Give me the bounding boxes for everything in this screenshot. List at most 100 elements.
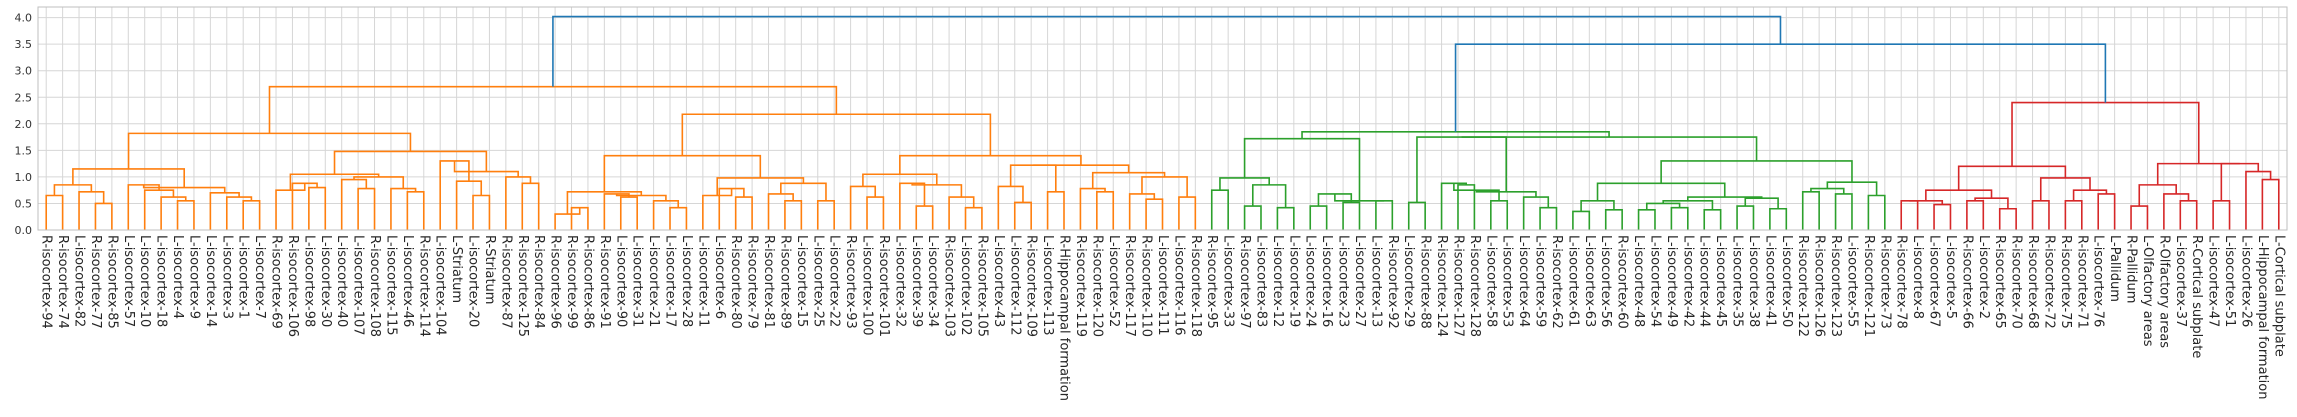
leaf-label: L-Hippocampal formation [2255,235,2270,399]
dendrogram-link [734,196,753,230]
leaf-label: R-isocortex-122 [1795,235,1810,337]
dendrogram-link [2039,177,2091,201]
dendrogram-link [2212,199,2231,230]
dendrogram-link [143,189,175,230]
dendrogram-link [2064,199,2083,230]
leaf-label: L-isocortex-11 [695,235,710,327]
dendrogram-link [2179,199,2198,230]
y-tick-label: 2.0 [15,118,33,131]
leaf-label: R-Olfactory areas [2156,235,2171,348]
leaf-label: R-isocortex-119 [1073,235,1088,337]
leaf-label: R-isocortex-110 [1139,235,1154,337]
leaf-label: L-Striatum [449,235,464,303]
leaf-label: L-isocortex-113 [1040,235,1055,336]
dendrogram-link [1079,187,1106,230]
dendrogram-link [816,199,835,230]
leaf-label: L-Olfactory areas [2140,235,2155,347]
dendrogram-link [353,176,405,189]
leaf-label: L-isocortex-46 [400,235,415,327]
dendrogram-link [1416,136,1508,203]
leaf-label: L-Pallidum [2107,235,2122,302]
y-tick-label: 0.5 [15,197,33,210]
y-tick-label: 1.5 [15,144,33,157]
leaf-label: L-isocortex-104 [433,235,448,336]
leaf-label: L-isocortex-2 [1976,235,1991,319]
leaf-label: R-isocortex-108 [367,235,382,337]
leaf-label: R-isocortex-124 [1434,235,1449,337]
leaf-label: L-isocortex-32 [892,235,907,327]
leaf-label: L-isocortex-7 [252,235,267,319]
leaf-label: L-isocortex-49 [1664,235,1679,327]
dendrogram-link [176,199,195,230]
leaf-label: L-isocortex-47 [2206,235,2221,327]
leaf-label: R-isocortex-84 [531,235,546,329]
dendrogram-link [1454,43,2107,132]
dendrogram-link [899,182,926,230]
dendrogram-link [505,176,532,230]
leaf-label: L-isocortex-98 [301,235,316,327]
dendrogram-link [552,15,1782,87]
dendrogram-link [1141,176,1188,198]
x-axis-leaf-labels: R-isocortex-94 R-isocortex-74 L-isocortex-… [39,235,2287,401]
leaf-label: R-isocortex-114 [416,235,431,337]
y-tick-label: 3.5 [15,38,33,51]
leaf-label: L-isocortex-24 [1303,235,1318,327]
dendrogram-link [1810,187,1845,194]
y-tick-label: 4.0 [15,12,33,25]
leaf-label: L-isocortex-76 [2091,235,2106,327]
leaf-label: L-isocortex-64 [1516,235,1531,327]
dendrogram-link [268,85,838,134]
dendrogram-link [142,184,226,193]
leaf-label: L-isocortex-82 [72,235,87,327]
leaf-label: L-isocortex-22 [827,235,842,327]
leaf-label: L-isocortex-83 [1253,235,1268,327]
leaf-label: L-isocortex-14 [203,235,218,327]
leaf-label: L-isocortex-67 [1927,235,1942,327]
leaf-label: R-isocortex-125 [515,235,530,337]
dendrogram-link [1687,196,1763,201]
leaf-label: R-isocortex-123 [1828,235,1843,337]
leaf-label: R-isocortex-89 [777,235,792,329]
leaf-label: R-isocortex-106 [285,235,300,337]
y-tick-label: 0.0 [15,224,33,237]
leaf-label: R-isocortex-101 [876,235,891,337]
leaf-label: R-isocortex-72 [2041,235,2056,329]
leaf-label: R-isocortex-88 [1418,235,1433,329]
dendrogram-link [1703,209,1722,230]
leaf-label: R-isocortex-66 [1959,235,1974,329]
dendrogram-link [899,154,1082,175]
y-axis-ticks: 0.0 0.5 1.0 1.5 2.0 2.5 3.0 3.5 4.0 [15,12,33,237]
dendrogram-link [1900,199,1919,230]
leaf-label: L-isocortex-6 [712,235,727,319]
dendrogram-link [1440,182,1467,230]
leaf-label: R-isocortex-97 [1237,235,1252,329]
y-tick-label: 1.0 [15,171,33,184]
dendrogram-link [127,132,412,169]
dendrogram-link [275,183,306,230]
dendrogram-link [357,187,376,230]
y-tick-label: 3.0 [15,65,33,78]
leaf-label: L-isocortex-12 [1270,235,1285,327]
leaf-label: L-isocortex-20 [466,235,481,327]
leaf-label: L-isocortex-100 [860,235,875,336]
dendrogram-link [1974,197,2009,209]
leaf-label: L-isocortex-39 [909,235,924,327]
leaf-label: R-isocortex-60 [1615,235,1630,329]
leaf-label: R-isocortex-69 [269,235,284,329]
leaf-label: L-isocortex-35 [1730,235,1745,327]
leaf-label: R-isocortex-81 [761,235,776,329]
y-tick-label: 2.5 [15,91,33,104]
leaf-label: R-Cortical subplate [2189,235,2204,358]
leaf-label: R-isocortex-75 [2058,235,2073,329]
dendrogram-link [619,196,638,230]
leaf-label: L-isocortex-53 [1500,235,1515,327]
leaf-label: R-isocortex-87 [498,235,513,329]
dendrogram-link [1490,199,1509,230]
dendrogram-link [390,187,417,230]
leaf-label: L-isocortex-111 [1155,235,1170,336]
leaf-label: R-isocortex-99 [564,235,579,329]
dendrogram-link [652,199,680,230]
leaf-label: L-isocortex-25 [810,235,825,327]
leaf-label: R-isocortex-80 [728,235,743,329]
dendrogram-link [997,185,1024,230]
